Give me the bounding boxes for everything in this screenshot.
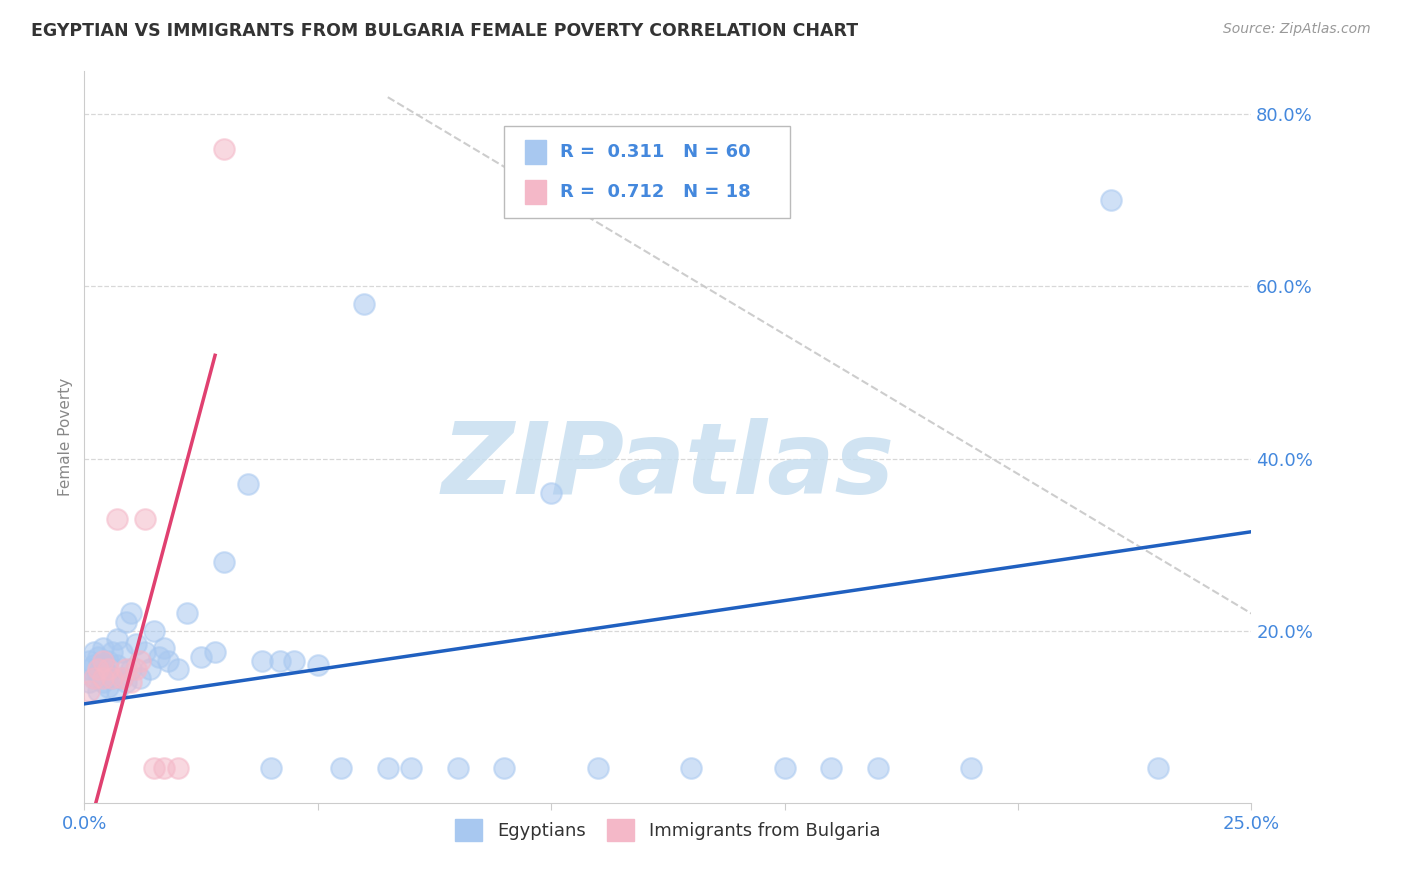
Point bbox=[91, 675, 114, 690]
Point bbox=[190, 649, 212, 664]
Point bbox=[105, 632, 128, 647]
Bar bbox=[526, 180, 547, 203]
Point bbox=[157, 654, 180, 668]
Point bbox=[494, 761, 516, 775]
Point bbox=[105, 684, 128, 698]
Point bbox=[143, 624, 166, 638]
Point bbox=[77, 662, 100, 676]
Point bbox=[204, 645, 226, 659]
Point bbox=[120, 607, 142, 621]
Text: ZIPatlas: ZIPatlas bbox=[441, 417, 894, 515]
Y-axis label: Female Poverty: Female Poverty bbox=[58, 378, 73, 496]
Legend: Egyptians, Immigrants from Bulgaria: Egyptians, Immigrants from Bulgaria bbox=[449, 812, 887, 848]
Point bbox=[77, 675, 100, 690]
Point bbox=[866, 761, 889, 775]
Point bbox=[83, 671, 105, 685]
Text: R =  0.712   N = 18: R = 0.712 N = 18 bbox=[561, 183, 751, 201]
Point bbox=[97, 662, 120, 676]
Point bbox=[87, 666, 110, 681]
Point bbox=[148, 649, 170, 664]
Point bbox=[91, 640, 114, 655]
Point bbox=[97, 680, 120, 694]
Point bbox=[83, 671, 105, 685]
Point bbox=[447, 761, 470, 775]
Point bbox=[134, 645, 156, 659]
Point bbox=[91, 654, 114, 668]
Point bbox=[115, 675, 138, 690]
Point bbox=[353, 296, 375, 310]
Point bbox=[87, 684, 110, 698]
Point bbox=[377, 761, 399, 775]
Point bbox=[83, 645, 105, 659]
Point bbox=[91, 671, 114, 685]
Point bbox=[120, 662, 142, 676]
Point bbox=[97, 654, 120, 668]
Point bbox=[1147, 761, 1170, 775]
Point bbox=[773, 761, 796, 775]
Point bbox=[260, 761, 283, 775]
Point bbox=[960, 761, 983, 775]
Text: EGYPTIAN VS IMMIGRANTS FROM BULGARIA FEMALE POVERTY CORRELATION CHART: EGYPTIAN VS IMMIGRANTS FROM BULGARIA FEM… bbox=[31, 22, 858, 40]
Point bbox=[152, 640, 174, 655]
Point bbox=[125, 662, 148, 676]
Point bbox=[129, 654, 152, 668]
Point bbox=[91, 658, 114, 673]
Point bbox=[143, 761, 166, 775]
Text: R =  0.311   N = 60: R = 0.311 N = 60 bbox=[561, 143, 751, 161]
Point bbox=[125, 637, 148, 651]
Point bbox=[152, 761, 174, 775]
Point bbox=[236, 477, 259, 491]
Text: Source: ZipAtlas.com: Source: ZipAtlas.com bbox=[1223, 22, 1371, 37]
Point bbox=[129, 671, 152, 685]
Point bbox=[77, 654, 100, 668]
FancyBboxPatch shape bbox=[505, 126, 790, 218]
Point bbox=[250, 654, 273, 668]
Point bbox=[307, 658, 329, 673]
Point bbox=[111, 671, 134, 685]
Point bbox=[283, 654, 305, 668]
Point bbox=[134, 512, 156, 526]
Point bbox=[115, 662, 138, 676]
Point bbox=[111, 645, 134, 659]
Point bbox=[166, 662, 188, 676]
Point bbox=[166, 761, 188, 775]
Point bbox=[176, 607, 198, 621]
Point bbox=[214, 555, 236, 569]
Point bbox=[101, 671, 124, 685]
Point bbox=[101, 671, 124, 685]
Point bbox=[330, 761, 353, 775]
Point bbox=[1099, 194, 1122, 208]
Point bbox=[214, 142, 236, 156]
Point bbox=[399, 761, 422, 775]
Point bbox=[105, 658, 128, 673]
Point bbox=[111, 671, 134, 685]
Point bbox=[101, 645, 124, 659]
Point bbox=[87, 662, 110, 676]
Point bbox=[83, 658, 105, 673]
Point bbox=[820, 761, 842, 775]
Point bbox=[586, 761, 609, 775]
Point bbox=[120, 675, 142, 690]
Point bbox=[138, 662, 160, 676]
Point bbox=[269, 654, 291, 668]
Point bbox=[97, 666, 120, 681]
Point bbox=[681, 761, 703, 775]
Point bbox=[540, 486, 562, 500]
Bar bbox=[526, 140, 547, 163]
Point bbox=[77, 684, 100, 698]
Point bbox=[87, 649, 110, 664]
Point bbox=[105, 512, 128, 526]
Point bbox=[115, 615, 138, 629]
